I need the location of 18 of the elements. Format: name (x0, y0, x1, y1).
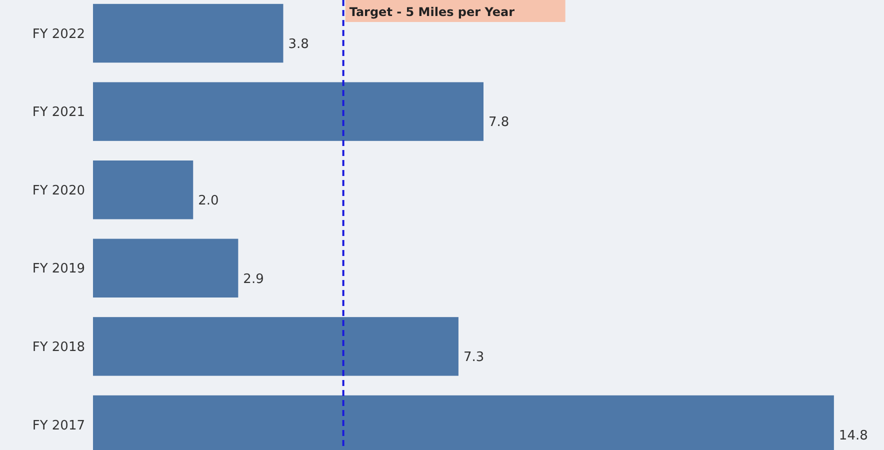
ref-line-label: Target - 5 Miles per Year (349, 5, 515, 19)
data-label: 2.0 (198, 194, 219, 209)
data-label: 14.8 (838, 428, 868, 444)
y-tick-label: FY 2021 (32, 105, 85, 120)
bar (93, 4, 284, 63)
y-tick-label: FY 2022 (32, 26, 85, 42)
y-tick-label: FY 2020 (32, 183, 85, 198)
y-tick-label: FY 2019 (32, 262, 85, 277)
bar (93, 238, 238, 298)
data-label: 2.9 (243, 272, 264, 287)
data-label: 3.8 (288, 36, 309, 52)
bar (93, 317, 458, 376)
data-label: 7.3 (463, 350, 484, 366)
bar (93, 82, 484, 141)
data-label: 7.8 (488, 115, 510, 130)
bar (93, 160, 194, 220)
y-tick-label: FY 2018 (32, 340, 85, 355)
y-tick-label: FY 2017 (32, 418, 85, 434)
